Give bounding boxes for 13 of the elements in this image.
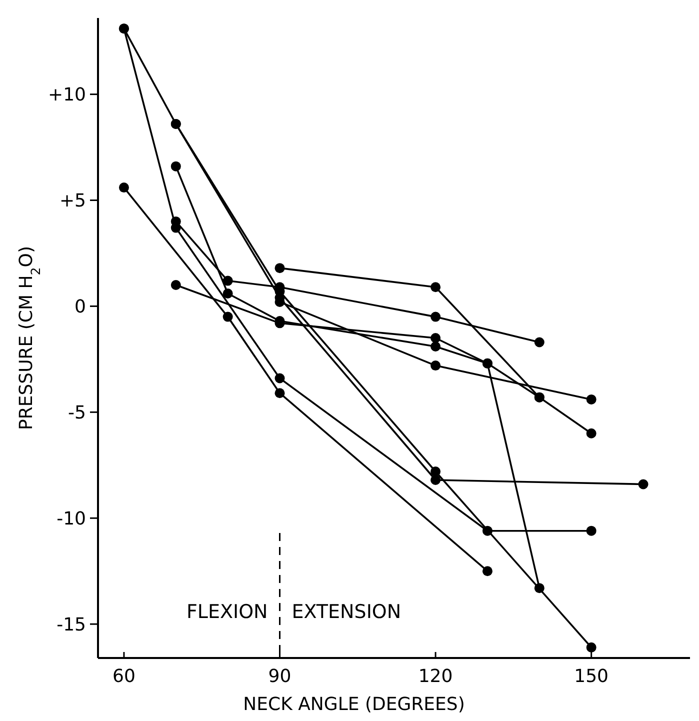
y-tick-label: 0 (74, 296, 86, 318)
x-axis-title: NECK ANGLE (DEGREES) (243, 694, 465, 715)
x-tick-label: 90 (268, 666, 292, 687)
y-tick-label: -10 (56, 508, 86, 530)
y-tick-label: +5 (59, 190, 86, 212)
x-tick-label: 150 (574, 666, 609, 687)
annotation: EXTENSION (292, 601, 402, 623)
y-tick-label: +10 (48, 84, 86, 106)
y-tick-label: -15 (56, 614, 86, 636)
y-tick-label: -5 (68, 402, 86, 424)
x-tick-label: 120 (418, 666, 453, 687)
x-tick-label: 60 (112, 666, 136, 687)
annotation: FLEXION (186, 601, 268, 623)
